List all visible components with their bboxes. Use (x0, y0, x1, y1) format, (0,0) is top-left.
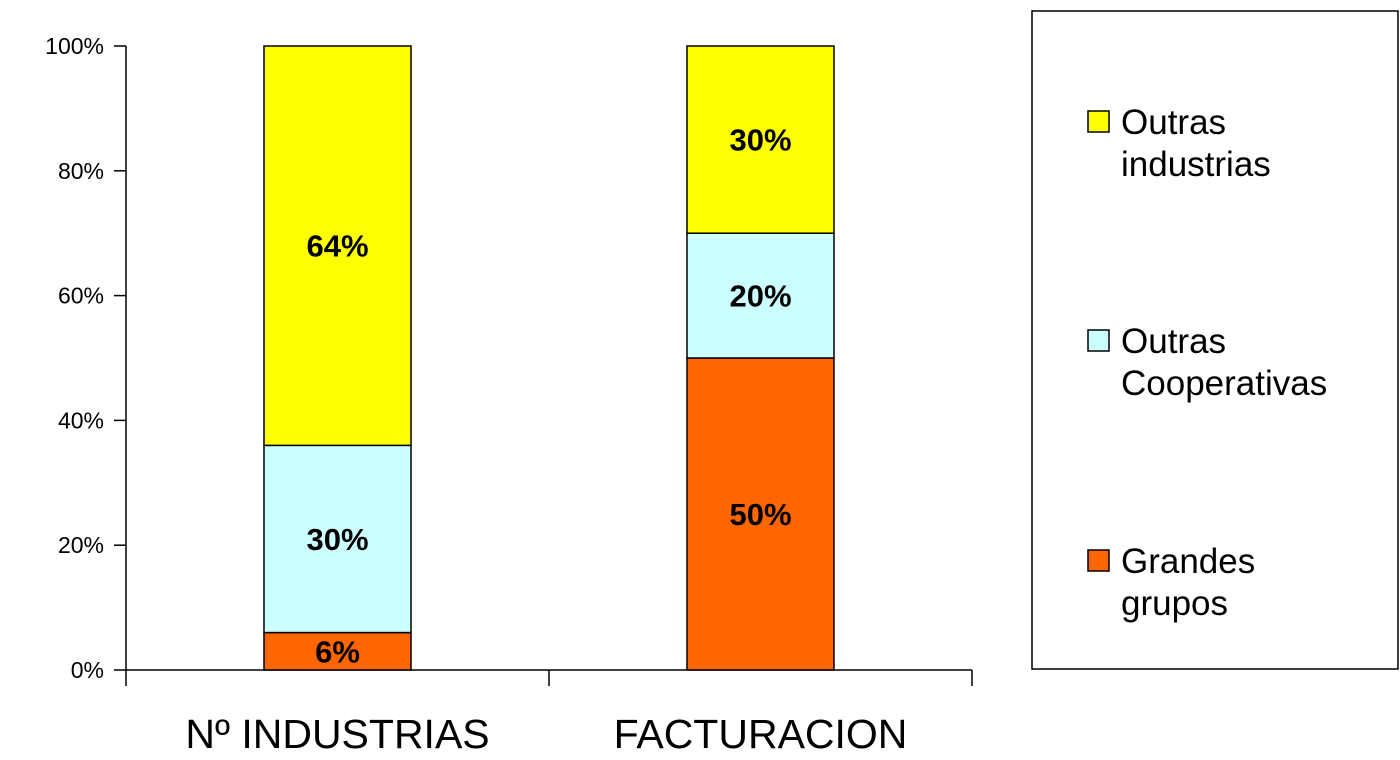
y-tick-label: 40% (58, 407, 104, 433)
legend-label: grupos (1121, 584, 1228, 623)
legend-swatch (1087, 110, 1110, 133)
bars: 6% 30% 64% 50% 20% 30% (263, 45, 835, 671)
legend-label: Outras (1121, 103, 1226, 142)
y-tick-label: 60% (58, 283, 104, 309)
data-label: 64% (306, 229, 368, 264)
bar-segment (263, 631, 412, 671)
bar-segment (686, 357, 835, 671)
data-label: 30% (306, 522, 368, 557)
data-label: 20% (729, 279, 791, 314)
x-category-label: Nº INDUSTRIAS (185, 711, 489, 757)
data-label: 30% (729, 123, 791, 158)
data-label: 50% (729, 497, 791, 532)
x-category-label: FACTURACION (614, 711, 908, 757)
y-tick-label: 100% (45, 33, 104, 59)
bar-segment (263, 444, 412, 634)
bar-segment (686, 45, 835, 234)
legend-label: Cooperativas (1121, 364, 1327, 403)
legend: OutrasindustriasOutrasCooperativasGrande… (1031, 10, 1399, 670)
legend-label: Grandes (1121, 542, 1255, 581)
x-axis: Nº INDUSTRIAS FACTURACION (125, 669, 973, 757)
y-tick-label: 20% (58, 532, 104, 558)
data-label: 6% (315, 634, 360, 669)
bar-segment (686, 232, 835, 359)
y-tick-label: 0% (71, 657, 104, 683)
legend-swatch (1087, 549, 1110, 572)
y-tick-label: 80% (58, 158, 104, 184)
legend-swatch (1087, 329, 1110, 352)
bar-segment (263, 45, 412, 447)
y-axis: 0% 20% 40% 60% 80% 100% (45, 33, 127, 683)
legend-label: industrias (1121, 145, 1271, 184)
legend-label: Outras (1121, 322, 1226, 361)
